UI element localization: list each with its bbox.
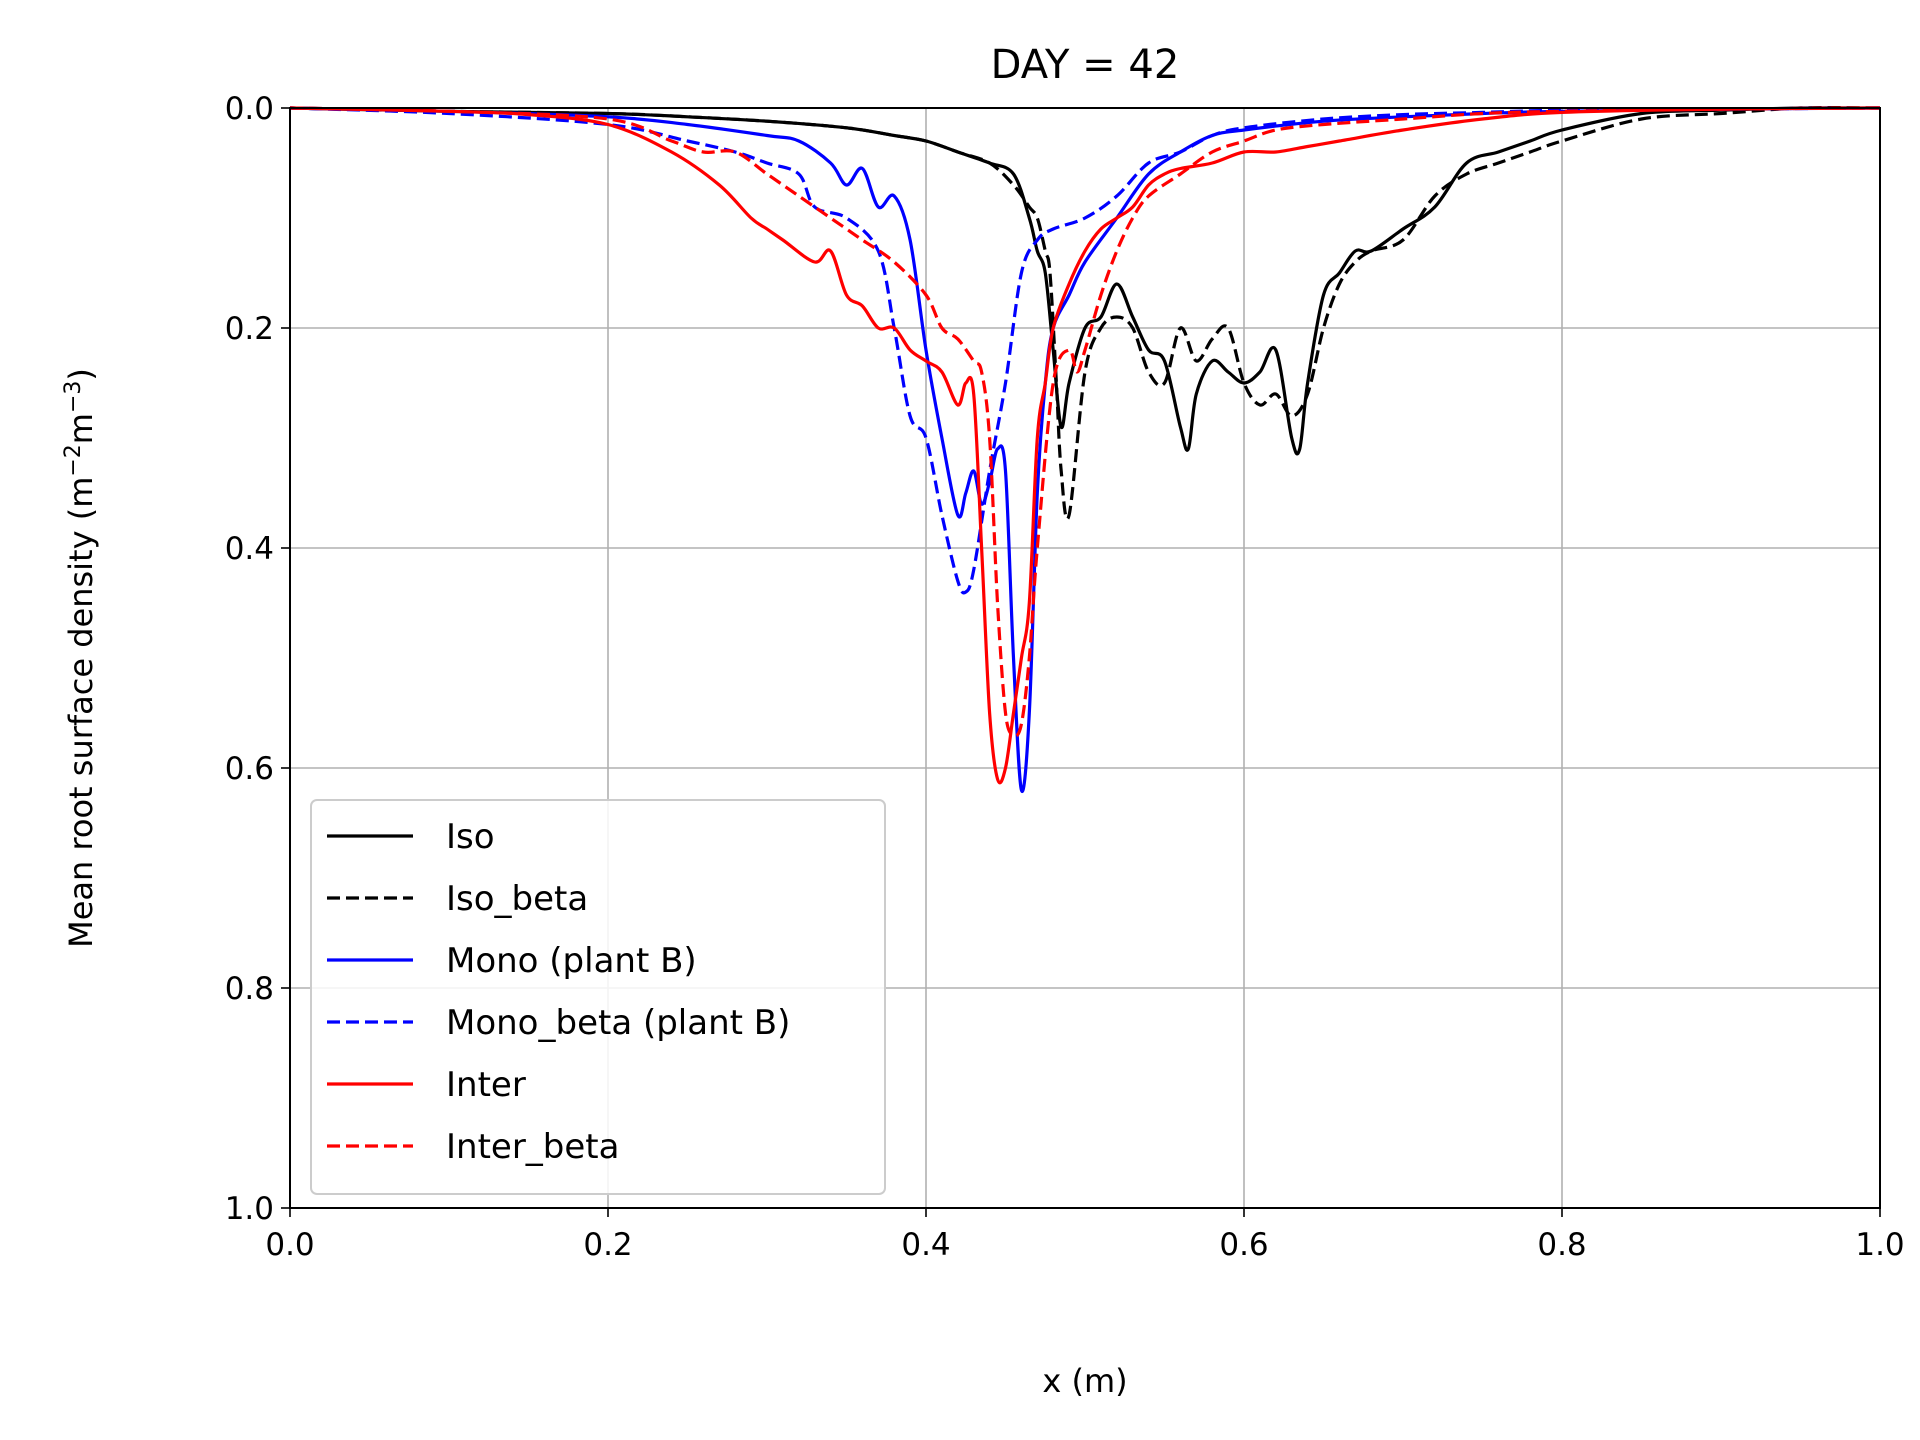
y-axis-label-mid: m — [62, 413, 100, 444]
x-tick-label-3: 0.6 — [1219, 1227, 1268, 1263]
series-line-mono-plant-b — [289, 106, 1881, 794]
legend-box — [310, 799, 886, 1195]
chart-title: DAY = 42 — [991, 42, 1180, 88]
ticks: 0.0 0.2 0.4 0.6 0.8 1.00.00.20.40.60.81.0 — [225, 91, 1905, 1263]
y-axis-label-end: ) — [62, 368, 100, 380]
legend: Iso Iso_beta Mono (plant B) Mono_beta (plan… — [310, 799, 886, 1195]
y-tick-label-5: 1.0 — [225, 1191, 274, 1227]
x-axis-label: x (m) — [1042, 1362, 1127, 1400]
series-line-inter-beta — [289, 106, 1881, 738]
series-line-inter — [289, 106, 1881, 785]
plot-frame — [289, 107, 1881, 1209]
y-axis-label: Mean root surface density (m−2m−3) — [61, 368, 100, 948]
y-axis-label-sup1: −2 — [61, 444, 86, 476]
y-tick-label-2: 0.4 — [225, 531, 274, 567]
legend-label-iso-beta: Iso_beta — [446, 879, 588, 919]
y-tick-label-0: 0.0 — [225, 91, 274, 127]
x-tick-label-5: 1.0 — [1855, 1227, 1904, 1263]
legend-label-inter: Inter — [446, 1065, 526, 1105]
x-tick-label-2: 0.4 — [901, 1227, 950, 1263]
legend-label-inter-beta: Inter_beta — [446, 1127, 619, 1167]
y-tick-label-1: 0.2 — [225, 311, 274, 347]
y-axis-label-sup2: −3 — [61, 381, 86, 413]
y-axis-label-base: Mean root surface density (m — [62, 477, 100, 948]
series-line-iso-beta — [289, 106, 1881, 521]
x-tick-label-4: 0.8 — [1537, 1227, 1586, 1263]
legend-label-mono-beta-plant-b: Mono_beta (plant B) — [446, 1003, 790, 1043]
legend-label-mono-plant-b: Mono (plant B) — [446, 941, 697, 981]
x-tick-label-0: 0.0 — [265, 1227, 314, 1263]
legend-label-iso: Iso — [446, 817, 495, 857]
y-tick-label-4: 0.8 — [225, 971, 274, 1007]
y-tick-label-3: 0.6 — [225, 751, 274, 787]
series-layer — [289, 106, 1881, 794]
series-line-mono-beta-plant-b — [289, 106, 1881, 595]
x-tick-label-1: 0.2 — [583, 1227, 632, 1263]
